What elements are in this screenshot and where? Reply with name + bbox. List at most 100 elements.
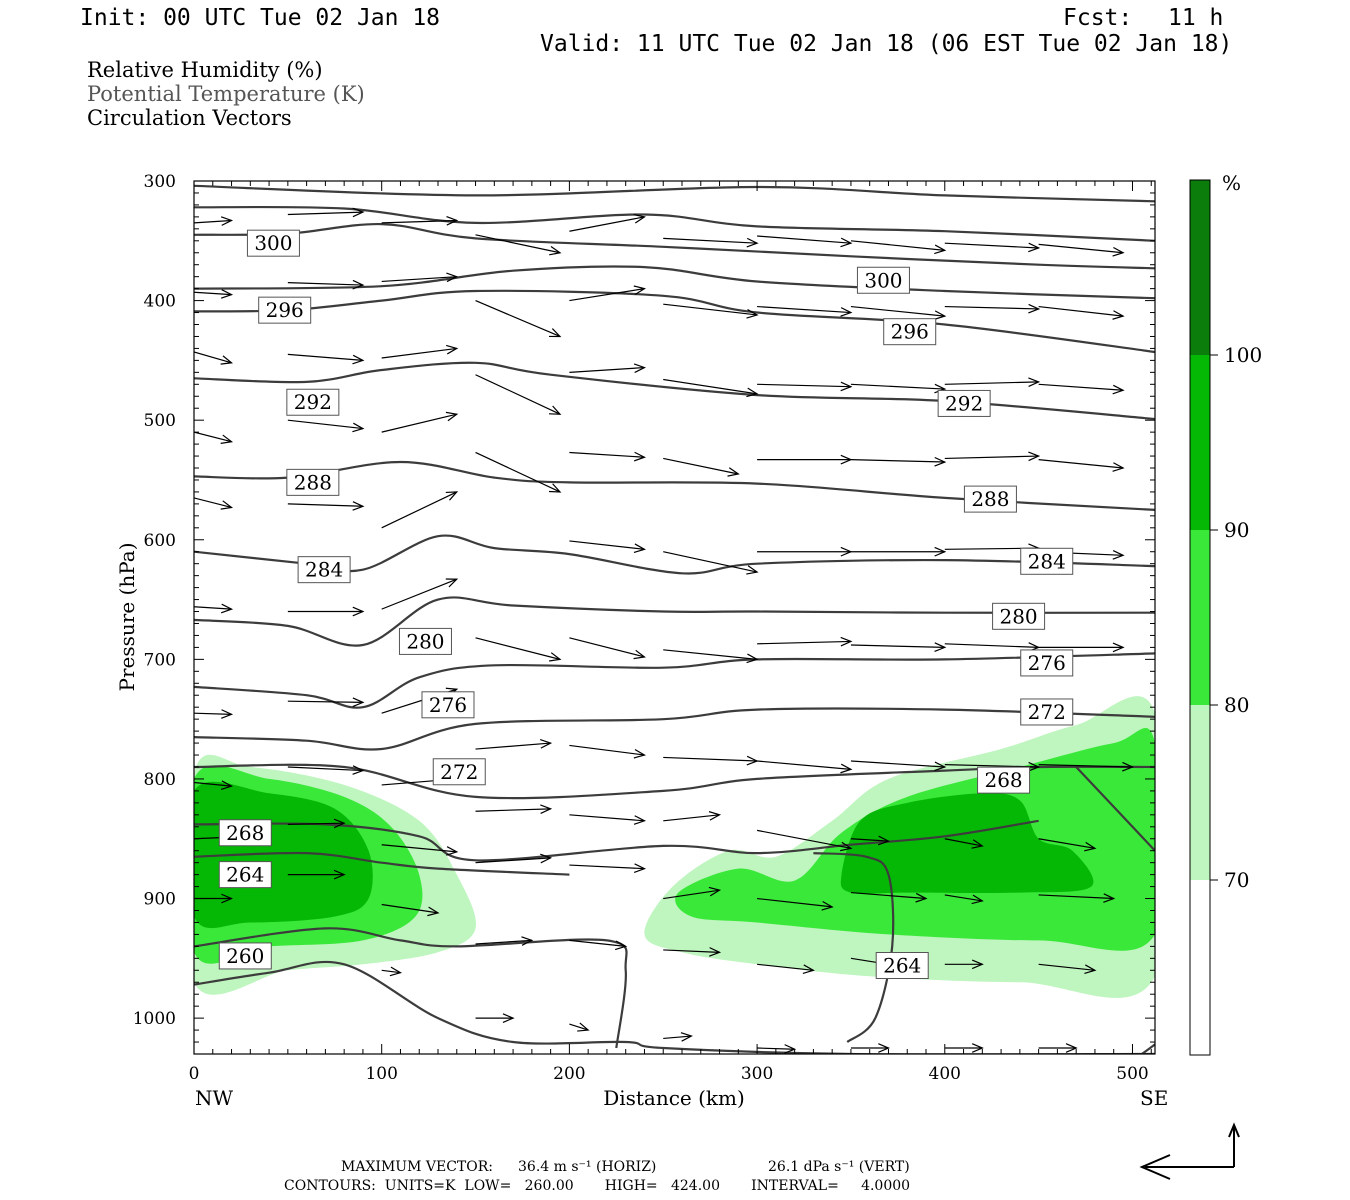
vector-shaft: [663, 889, 720, 900]
vector-head: [746, 387, 759, 398]
circulation-vector-7: [850, 240, 947, 255]
circulation-vector-53: [569, 637, 646, 660]
circulation-vector-54: [663, 649, 759, 664]
circulation-vector-25: [663, 378, 759, 398]
circulation-vector-45: [757, 546, 853, 557]
theta-label-box-15: [1020, 547, 1074, 575]
vector-shaft: [287, 282, 363, 286]
circulation-vector-76: [850, 835, 891, 846]
theta-label-11: 300: [864, 268, 902, 292]
vector-shaft: [757, 383, 851, 388]
circulation-vector-102: [663, 1032, 693, 1042]
vector-head: [220, 603, 234, 614]
vector-head: [352, 697, 365, 708]
vector-shaft: [569, 451, 645, 458]
vector-shaft: [381, 276, 457, 283]
circulation-vector-8: [944, 242, 1041, 253]
vector-head: [633, 748, 646, 759]
colorbar-segment-1: [1190, 705, 1210, 880]
circulation-vector-21: [287, 353, 365, 365]
vector-shaft: [475, 234, 561, 254]
theta-label-13: 292: [945, 391, 983, 415]
vector-shaft: [1038, 894, 1114, 900]
circulation-vector-31: [287, 419, 365, 433]
circulation-vector-32: [381, 411, 459, 433]
theta-label-box-16: [992, 602, 1046, 630]
circulation-vector-0: [194, 216, 234, 226]
circulation-vector-94: [663, 947, 722, 957]
vector-head: [220, 434, 234, 444]
footer-contours: CONTOURS: UNITS=K LOW= 260.00 HIGH= 424.…: [284, 1178, 911, 1194]
colorbar-level-label: 100: [1224, 343, 1262, 367]
circulation-vector-layer: [194, 207, 1135, 1054]
circulation-vector-46: [850, 546, 947, 557]
circulation-vector-74: [663, 811, 722, 822]
circulation-vector-73: [569, 814, 647, 825]
vector-head: [549, 652, 562, 662]
circulation-vector-11: [287, 279, 365, 290]
theta-contour-line-8: [194, 596, 1155, 647]
theta-label-18: 272: [1028, 700, 1066, 724]
circulation-vector-64: [663, 755, 759, 766]
vector-head: [878, 1043, 891, 1053]
vector-head: [1112, 310, 1125, 320]
y-tick-label: 700: [144, 650, 176, 670]
circulation-vector-86: [850, 891, 928, 903]
colorbar-level-label: 70: [1224, 868, 1249, 892]
vector-shaft: [381, 969, 401, 974]
circulation-vector-33: [475, 451, 562, 493]
theta-contour-line-0: [194, 184, 1155, 203]
vector-head: [502, 1013, 515, 1023]
vector-shaft: [663, 457, 739, 475]
circulation-vector-58: [1038, 642, 1125, 653]
circulation-vector-35: [663, 457, 740, 477]
vector-head: [427, 906, 440, 917]
vector-shaft: [1038, 963, 1096, 971]
vector-head: [840, 381, 853, 392]
vector-shaft: [944, 455, 1039, 460]
vector-head: [446, 272, 459, 283]
theta-label-box-7: [432, 758, 486, 786]
theta-label-16: 280: [999, 604, 1037, 628]
valid-time: Valid: 11 UTC Tue 02 Jan 18 (06 EST Tue …: [540, 31, 1233, 57]
colorbar-segment-0: [1190, 880, 1210, 1055]
vector-head: [971, 1043, 984, 1053]
theta-label-box-0: [246, 229, 300, 257]
forecast-hour: 11 h: [1168, 5, 1224, 31]
vector-shaft: [1038, 459, 1124, 469]
circulation-vector-37: [850, 456, 947, 467]
vector-shaft: [663, 1035, 692, 1040]
theta-contour-line-17: [1075, 766, 1155, 852]
vector-shaft: [287, 503, 363, 507]
theta-label-14: 288: [971, 487, 1009, 511]
vector-shaft: [663, 814, 720, 822]
vector-shaft: [1038, 763, 1133, 768]
vector-head: [1112, 550, 1125, 560]
circulation-vector-2: [381, 215, 459, 226]
theta-label-box-18: [1020, 698, 1074, 726]
vector-shaft: [944, 381, 1039, 385]
axes-layer: 300 400 500 600 700 800 900 1000 0 100 200 300 400 50…: [133, 172, 1155, 1084]
vector-shaft: [569, 744, 645, 756]
theta-contour-line-18: [1141, 1043, 1155, 1054]
circulation-vector-50: [287, 606, 365, 617]
vector-head: [934, 642, 947, 652]
vector-head: [220, 355, 234, 365]
vector-head: [333, 818, 346, 829]
vector-head: [445, 491, 459, 501]
circulation-vector-60: [287, 697, 365, 708]
vector-head: [633, 213, 646, 224]
circulation-vector-80: [287, 818, 346, 829]
vector-shaft: [663, 949, 720, 953]
theta-label-19: 268: [984, 768, 1022, 792]
circulation-vector-42: [381, 491, 459, 529]
colorbar-level-label: 80: [1224, 693, 1249, 717]
vector-head: [709, 947, 722, 957]
vector-shaft: [1038, 243, 1124, 254]
circulation-vector-78: [1038, 838, 1097, 852]
vector-shaft: [381, 844, 457, 853]
vector-shaft: [569, 366, 645, 373]
theta-contour-line-9: [194, 652, 1155, 709]
vector-head: [840, 307, 853, 317]
vector-head: [1084, 841, 1097, 852]
